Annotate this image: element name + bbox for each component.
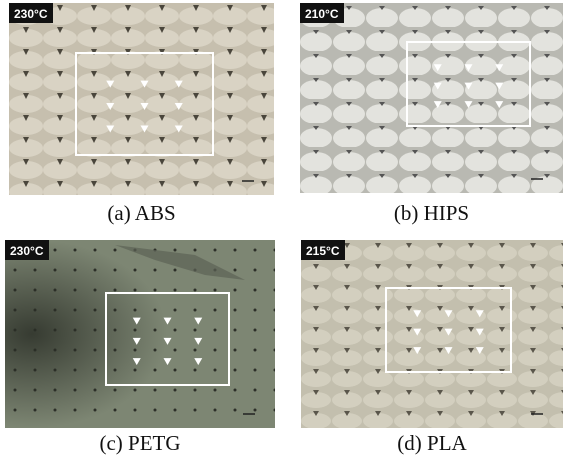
caption: (d) PLA — [397, 431, 467, 455]
micrograph — [300, 3, 563, 193]
panel: 210°C — [300, 3, 563, 193]
dark-region — [5, 240, 275, 428]
panel: 215°C — [301, 240, 563, 428]
caption: (c) PETG — [99, 431, 180, 455]
micrograph — [9, 3, 274, 195]
micrograph — [301, 240, 563, 428]
panel: 230°C — [5, 240, 275, 428]
temperature-label: 210°C — [305, 7, 339, 21]
panel: 230°C — [9, 3, 274, 195]
figure: 230°C (a) ABS 210°C (b) HIPS 230°C (c) PETG 21… — [0, 0, 570, 459]
temperature-label: 230°C — [14, 7, 48, 21]
temperature-label: 230°C — [10, 244, 44, 258]
temperature-label: 215°C — [306, 244, 340, 258]
caption: (a) ABS — [107, 201, 175, 225]
caption: (b) HIPS — [394, 201, 469, 225]
